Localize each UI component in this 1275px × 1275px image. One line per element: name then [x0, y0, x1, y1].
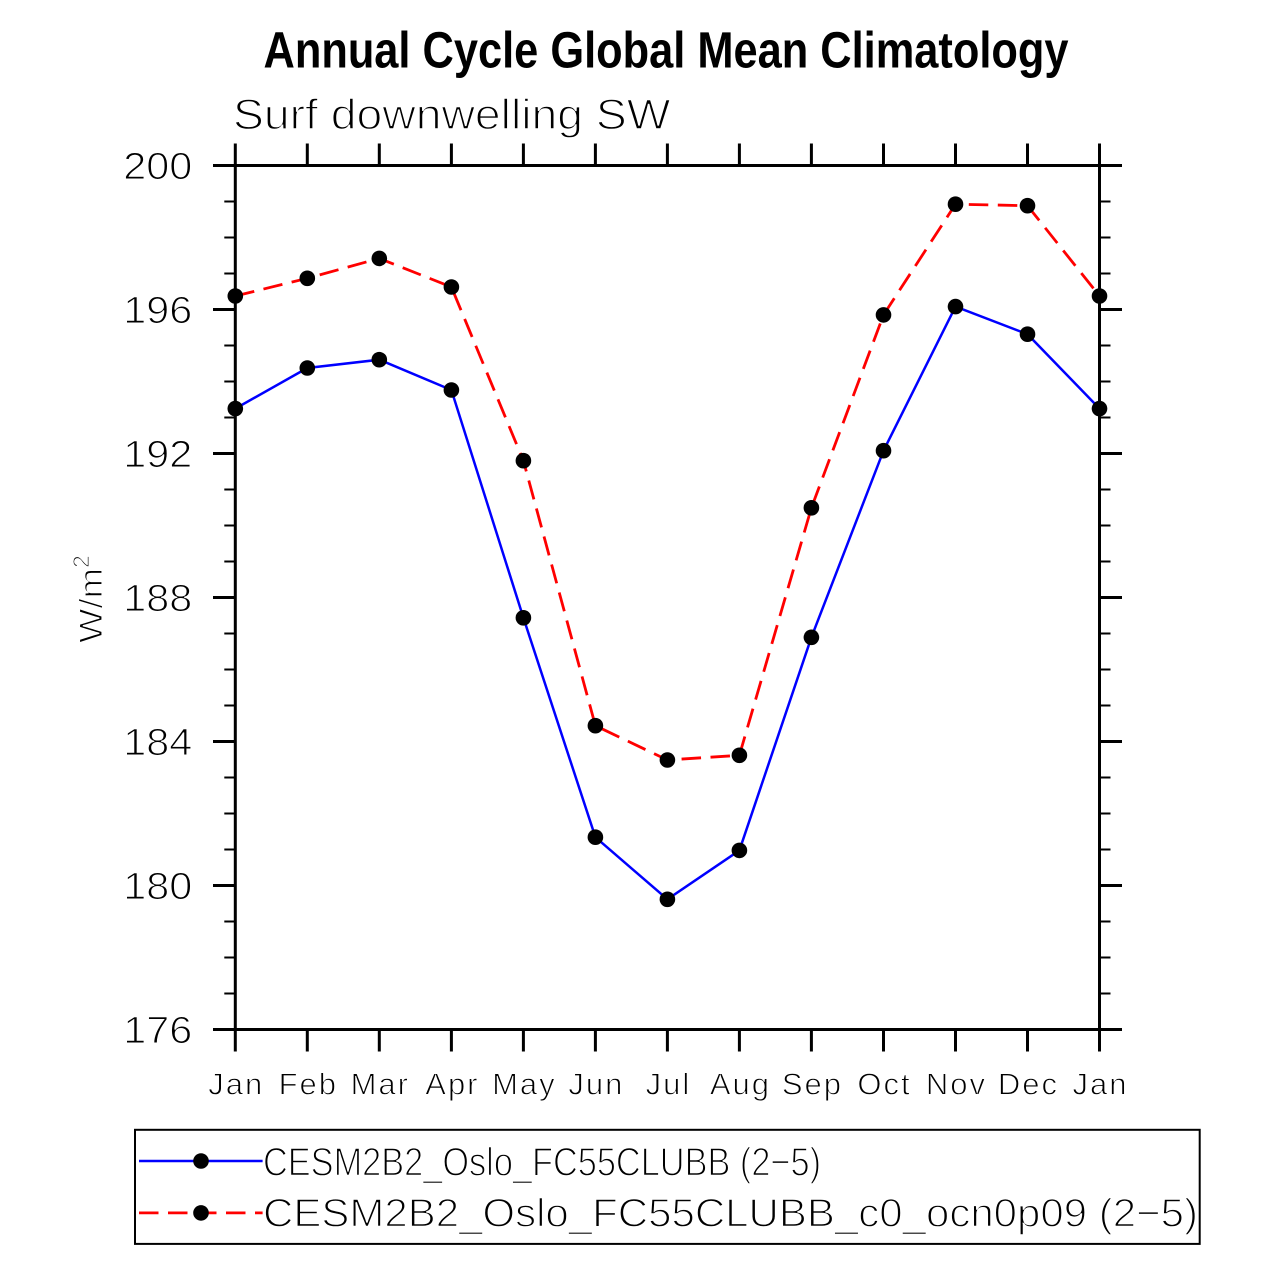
svg-text:Apr: Apr: [425, 1067, 479, 1102]
svg-text:CESM2B2_Oslo_FC55CLUBB (2−5): CESM2B2_Oslo_FC55CLUBB (2−5): [263, 1140, 821, 1184]
svg-text:176: 176: [123, 1010, 192, 1052]
svg-text:CESM2B2_Oslo_FC55CLUBB_c0_ocn0: CESM2B2_Oslo_FC55CLUBB_c0_ocn0p09 (2−5): [263, 1191, 1198, 1235]
svg-text:Jan: Jan: [208, 1067, 264, 1102]
svg-text:Annual Cycle Global Mean Clima: Annual Cycle Global Mean Climatology: [264, 22, 1070, 79]
svg-text:200: 200: [123, 146, 192, 188]
svg-text:W/m2: W/m2: [68, 555, 109, 643]
svg-text:188: 188: [123, 578, 192, 620]
svg-text:196: 196: [123, 290, 192, 332]
svg-text:Dec: Dec: [998, 1067, 1059, 1102]
svg-text:Feb: Feb: [279, 1067, 338, 1102]
svg-text:184: 184: [123, 722, 192, 764]
svg-text:Aug: Aug: [710, 1067, 771, 1102]
svg-text:Surf downwelling SW: Surf downwelling SW: [233, 91, 671, 139]
svg-text:May: May: [492, 1067, 557, 1102]
svg-text:Mar: Mar: [351, 1067, 410, 1102]
svg-text:Jan: Jan: [1073, 1067, 1129, 1102]
svg-text:Oct: Oct: [857, 1067, 911, 1102]
svg-text:180: 180: [123, 866, 192, 908]
svg-text:Jun: Jun: [568, 1067, 624, 1102]
svg-text:Nov: Nov: [926, 1067, 987, 1102]
svg-text:Sep: Sep: [782, 1067, 843, 1102]
svg-text:192: 192: [123, 434, 192, 476]
svg-text:Jul: Jul: [646, 1067, 692, 1102]
